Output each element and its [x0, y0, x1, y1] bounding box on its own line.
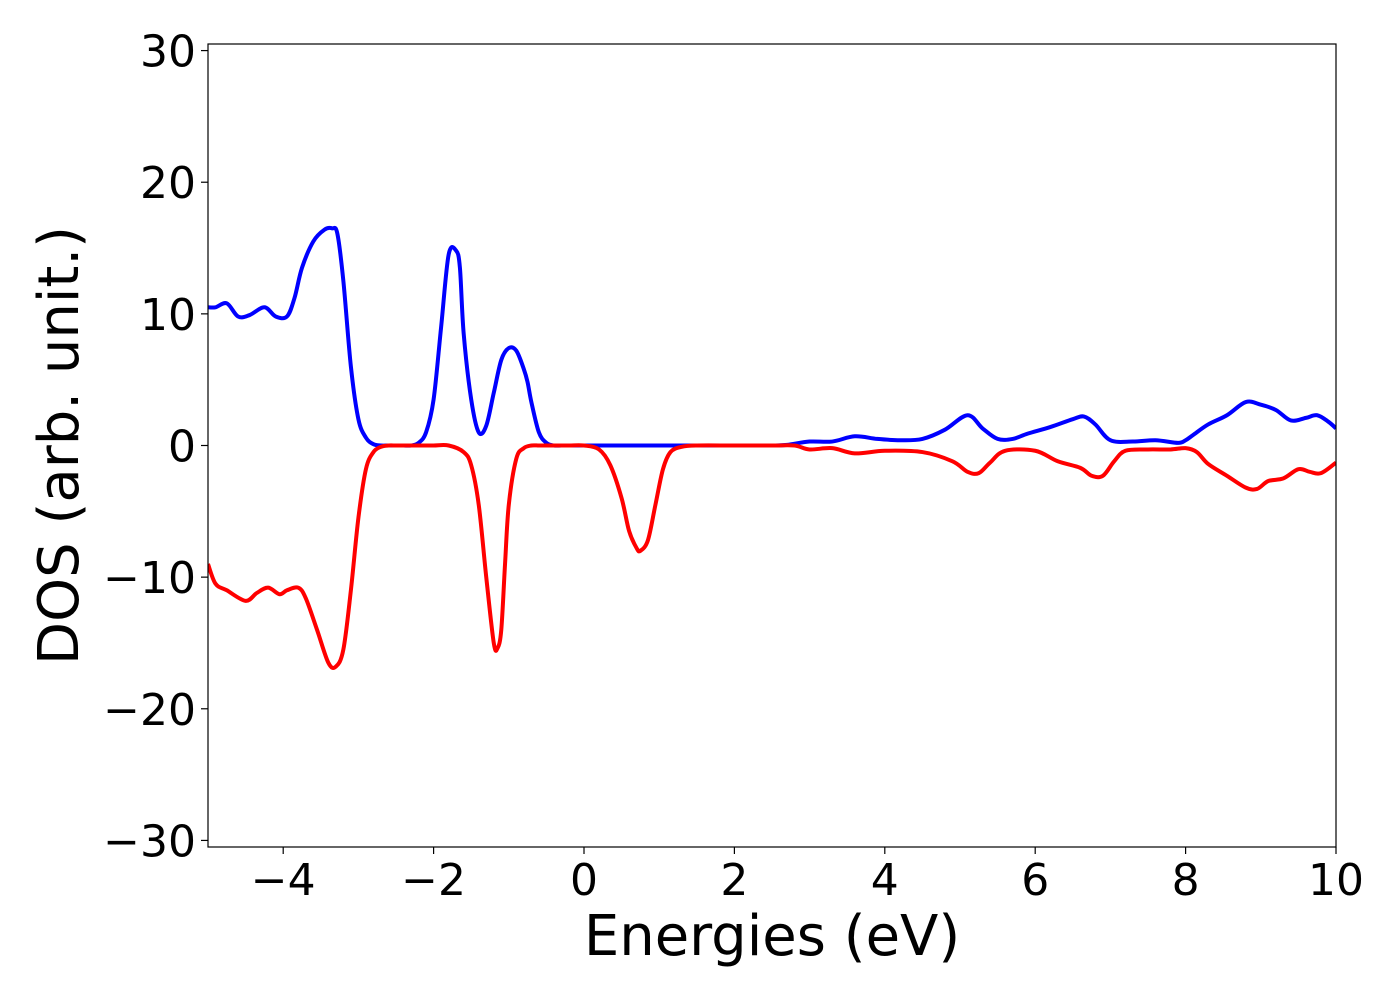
x-tick-label: 10: [1308, 855, 1364, 906]
series-layer: [208, 225, 1336, 670]
y-tick-label: 30: [140, 27, 196, 78]
x-tick-label: 4: [871, 855, 899, 906]
series-line-2: [208, 443, 1336, 670]
x-tick-label: 2: [720, 855, 748, 906]
x-axis-ticks: −4 −2 0 2 4 6 8 10: [251, 847, 1364, 906]
x-tick-label: 8: [1172, 855, 1200, 906]
y-axis-ticks: 30 20 10 0 −10 −20 −30: [103, 27, 208, 867]
y-tick-label: −10: [103, 553, 196, 604]
x-tick-label: 0: [570, 855, 598, 906]
x-tick-label: −2: [401, 855, 466, 906]
y-tick-label: 10: [140, 290, 196, 341]
series-line-1: [208, 225, 1336, 448]
y-tick-label: 20: [140, 158, 196, 209]
y-tick-label: 0: [168, 422, 196, 473]
y-tick-label: −30: [103, 816, 196, 867]
x-tick-label: −4: [251, 855, 316, 906]
y-tick-label: −20: [103, 685, 196, 736]
y-axis-label: DOS (arb. unit.): [27, 226, 92, 665]
x-tick-label: 6: [1021, 855, 1049, 906]
x-axis-label: Energies (eV): [584, 904, 960, 969]
